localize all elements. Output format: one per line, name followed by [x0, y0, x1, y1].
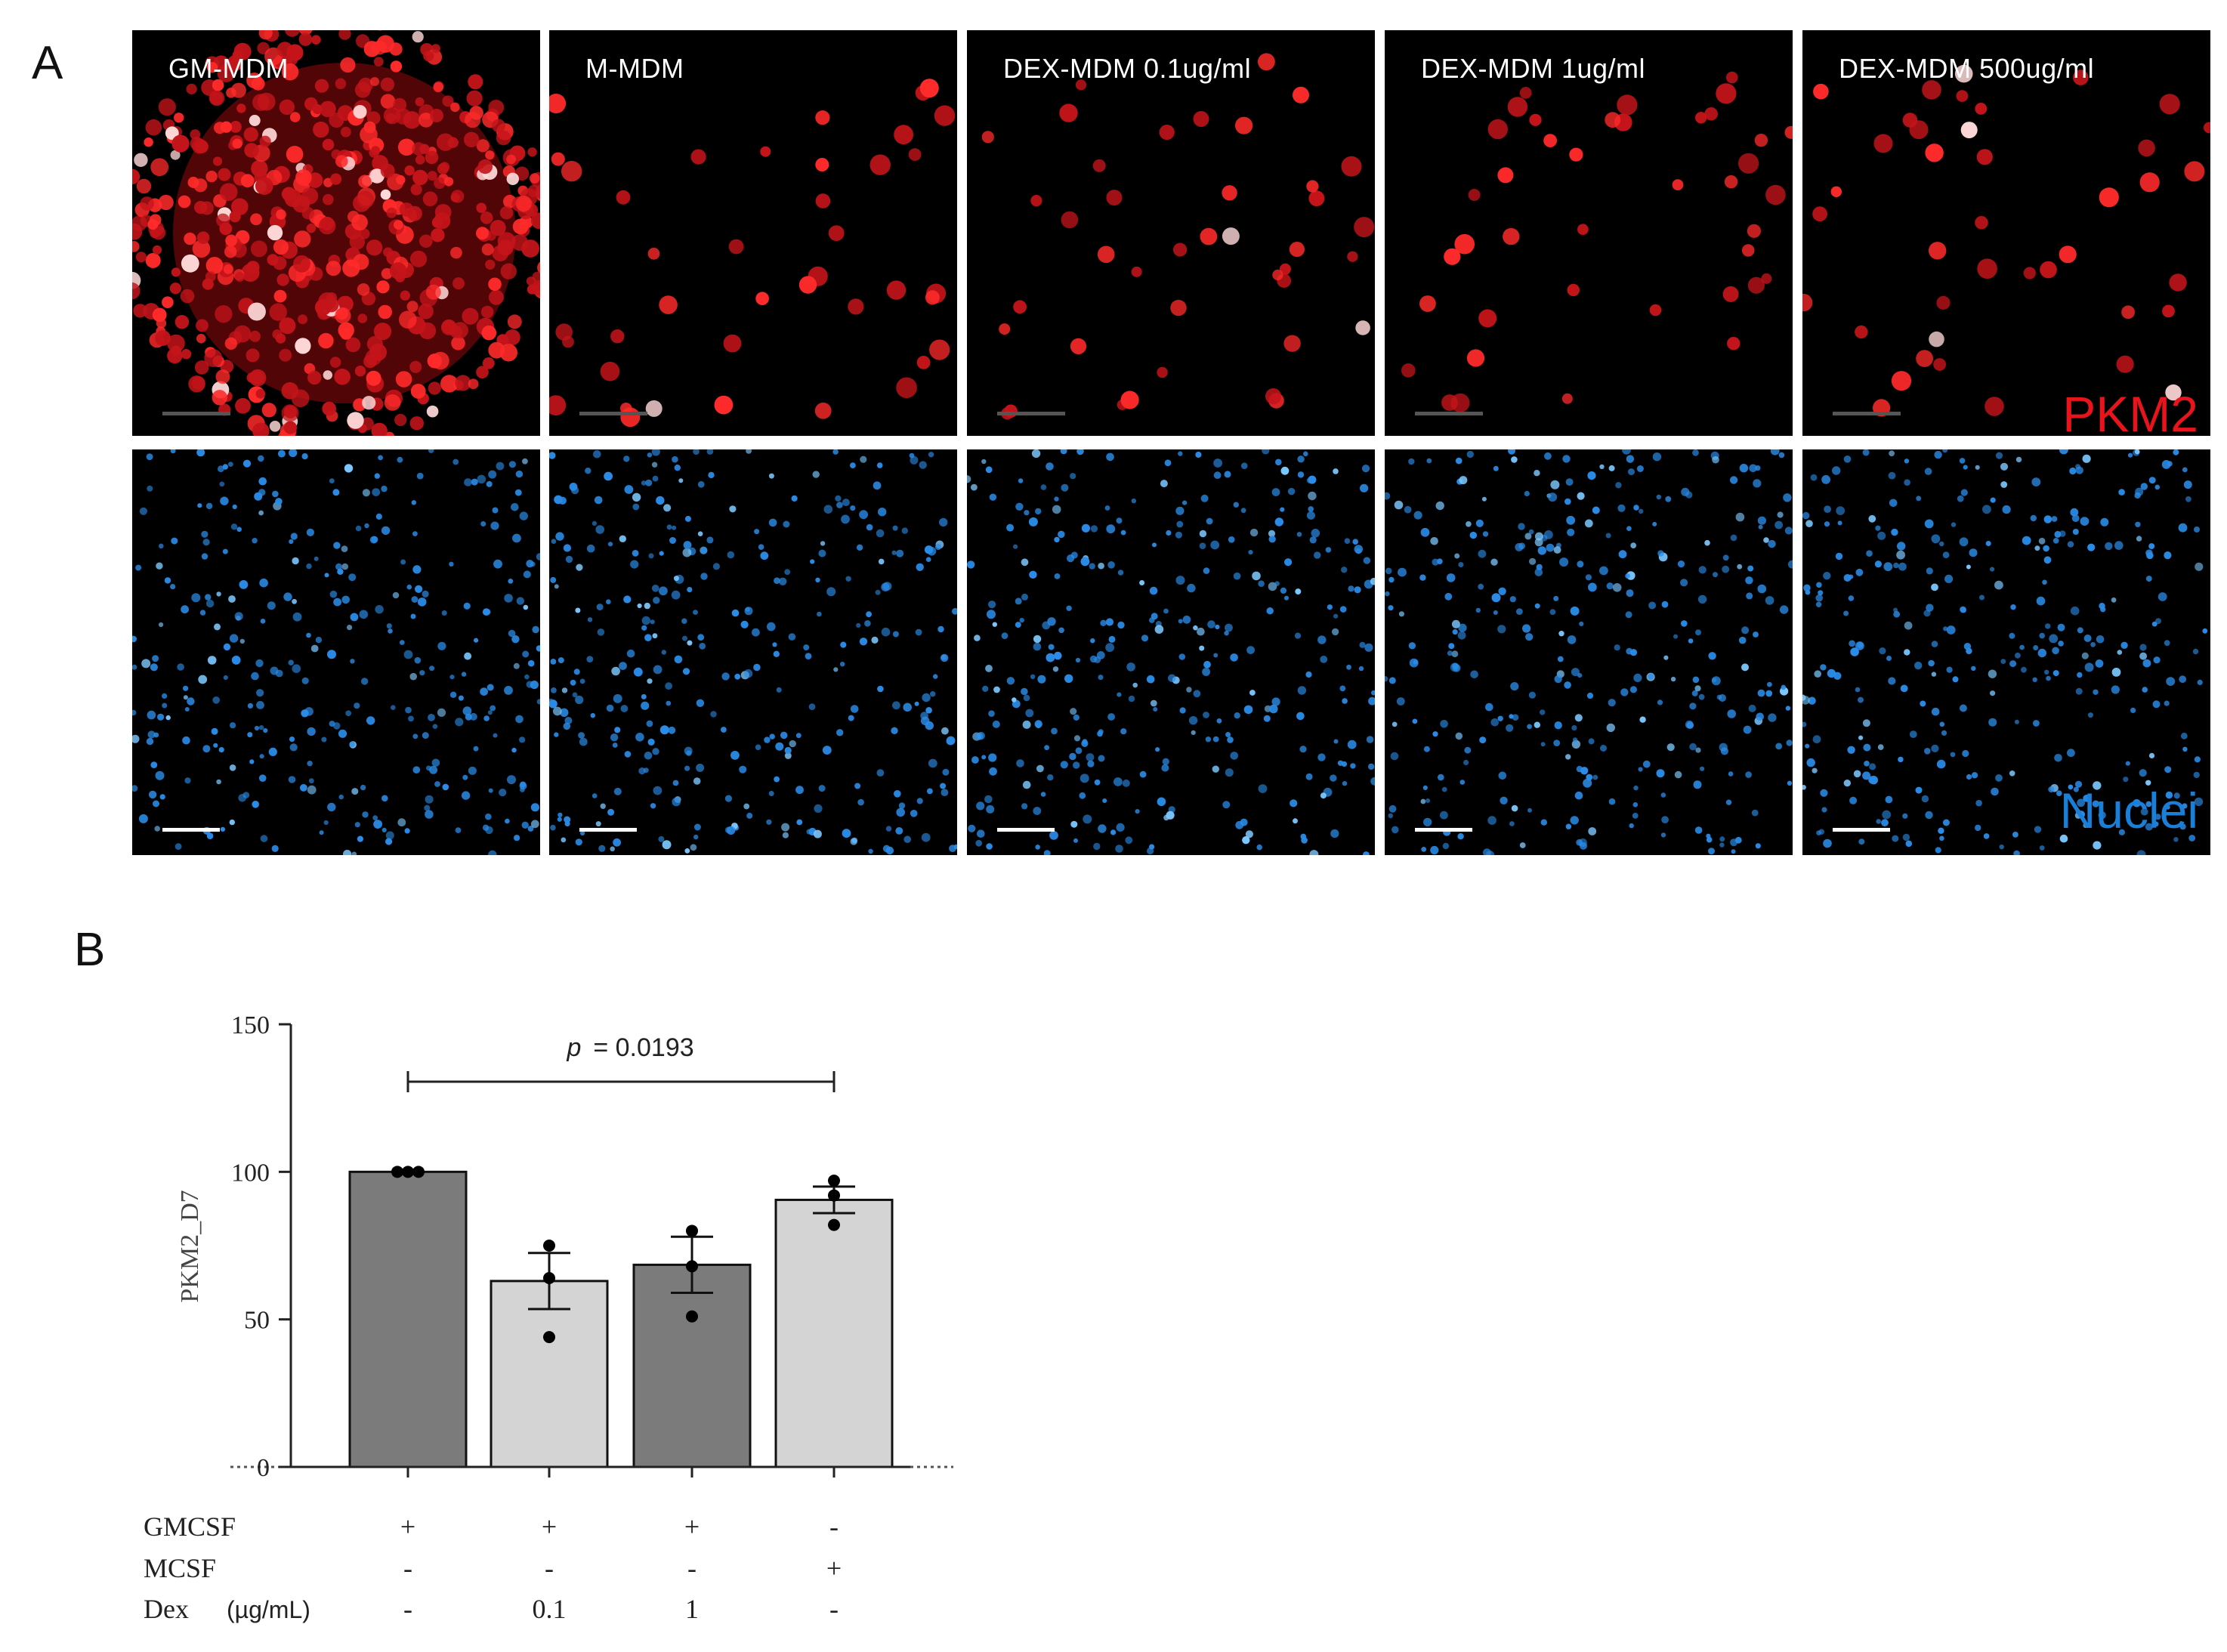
micrograph-nuclei-2: [549, 449, 957, 855]
scale-bar: [1833, 412, 1901, 415]
condition-value-dex: 0.1: [533, 1594, 567, 1624]
micrograph-pkm2-2: M-MDM: [549, 30, 957, 436]
cell-field: [132, 30, 540, 436]
column-label: DEX-MDM 1ug/ml: [1421, 53, 1646, 84]
y-tick-label: 150: [231, 1011, 270, 1039]
bar-3: [632, 1263, 752, 1468]
condition-value-gmcsf: +: [684, 1512, 700, 1542]
cell-field: [1385, 449, 1793, 855]
condition-value-mcsf: -: [687, 1553, 697, 1583]
cell-field: [549, 79, 956, 428]
micrograph-nuclei-5: [1802, 449, 2210, 855]
data-point: [391, 1166, 403, 1178]
condition-label-dex-unit: (µg/mL): [227, 1596, 310, 1623]
cell-field: [981, 53, 1375, 420]
scale-bar: [1415, 828, 1472, 832]
condition-value-dex: -: [829, 1594, 839, 1624]
scale-bar: [997, 412, 1065, 415]
bar-1: [348, 1170, 468, 1468]
data-point: [686, 1260, 698, 1273]
column-label: DEX-MDM 500ug/ml: [1839, 53, 2095, 84]
data-point: [828, 1218, 840, 1231]
scale-bar: [579, 412, 647, 415]
panel-a-letter: A: [32, 37, 63, 89]
micrograph-nuclei-1: [132, 449, 540, 855]
micrograph-nuclei-4: [1385, 449, 1793, 855]
scale-bar: [162, 412, 230, 415]
micrograph-pkm2-5: DEX-MDM 500ug/ml: [1802, 30, 2210, 436]
cell-field: [1802, 64, 2210, 417]
scale-bar: [162, 828, 220, 832]
channel-label-nuclei: Nuclei: [2059, 783, 2198, 838]
data-point: [402, 1166, 414, 1178]
bar-4: [774, 1198, 894, 1468]
condition-value-dex: -: [403, 1594, 412, 1624]
condition-value-gmcsf: +: [542, 1512, 557, 1542]
y-tick-label: 100: [231, 1159, 270, 1187]
condition-value-dex: 1: [685, 1594, 699, 1624]
scale-bar: [1833, 828, 1890, 832]
condition-label-gmcsf: GMCSF: [144, 1512, 236, 1542]
data-point: [543, 1271, 555, 1284]
scale-bar: [579, 828, 637, 832]
y-tick-label: 50: [244, 1307, 270, 1335]
p-symbol: p: [567, 1033, 582, 1062]
data-point: [686, 1310, 698, 1323]
data-point: [543, 1240, 555, 1252]
cell-field: [967, 449, 1375, 855]
data-point: [412, 1166, 425, 1178]
y-axis-label: PKM2_D7: [176, 1190, 204, 1302]
cell-field: [132, 449, 540, 855]
condition-value-mcsf: -: [545, 1553, 554, 1583]
p-value: = 0.0193: [593, 1033, 693, 1062]
channel-label-pkm2: PKM2: [2062, 386, 2198, 442]
micrograph-pkm2-1: GM-MDM: [132, 30, 540, 436]
cell-field: [1401, 71, 1793, 415]
cell-field: [1802, 449, 2208, 855]
data-point: [686, 1224, 698, 1237]
micrograph-pkm2-4: DEX-MDM 1ug/ml: [1385, 30, 1793, 436]
bar-2: [490, 1280, 609, 1468]
condition-value-mcsf: +: [826, 1553, 842, 1583]
condition-label-mcsf: MCSF: [144, 1553, 216, 1583]
panel-b-letter: B: [74, 924, 106, 976]
condition-label-dex: Dex: [144, 1594, 189, 1624]
data-point: [543, 1331, 555, 1344]
condition-value-mcsf: -: [403, 1553, 412, 1583]
column-label: DEX-MDM 0.1ug/ml: [1003, 53, 1252, 84]
column-label: M-MDM: [585, 53, 684, 84]
scale-bar: [997, 828, 1055, 832]
condition-value-gmcsf: +: [400, 1512, 415, 1542]
data-point: [828, 1175, 840, 1187]
micrograph-pkm2-3: DEX-MDM 0.1ug/ml: [967, 30, 1375, 436]
micrograph-nuclei-3: [967, 449, 1375, 855]
y-tick-label: 0: [257, 1454, 270, 1482]
scale-bar: [1415, 412, 1483, 415]
data-point: [828, 1189, 840, 1202]
column-label: GM-MDM: [168, 53, 289, 84]
cell-field: [549, 449, 957, 855]
condition-value-gmcsf: -: [829, 1512, 839, 1542]
